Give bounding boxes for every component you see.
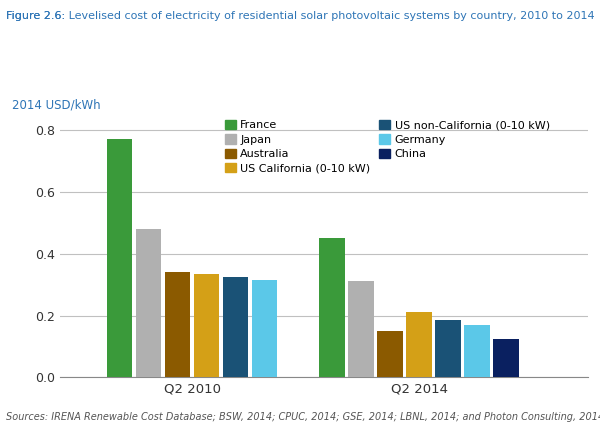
Text: 2014 USD/kWh: 2014 USD/kWh [13,99,101,112]
Text: Figure 2.6:: Figure 2.6: [6,11,68,21]
Bar [136,229,161,377]
Bar [194,274,219,377]
Bar [165,272,190,377]
Bar [464,325,490,377]
Bar [493,339,519,377]
Bar [252,280,277,377]
Bar [223,277,248,377]
Bar [436,320,461,377]
Bar [107,139,132,377]
Legend: France, Japan, Australia, US California (0-10 kW), US non-California (0-10 kW), : France, Japan, Australia, US California … [225,120,550,173]
Text: Sources: IRENA Renewable Cost Database; BSW, 2014; CPUC, 2014; GSE, 2014; LBNL, : Sources: IRENA Renewable Cost Database; … [6,412,600,422]
Bar [377,331,403,377]
Bar [348,282,374,377]
Bar [319,238,344,377]
Text: Figure 2.6: Levelised cost of electricity of residential solar photovoltaic syst: Figure 2.6: Levelised cost of electricit… [6,11,595,21]
Bar [406,312,432,377]
